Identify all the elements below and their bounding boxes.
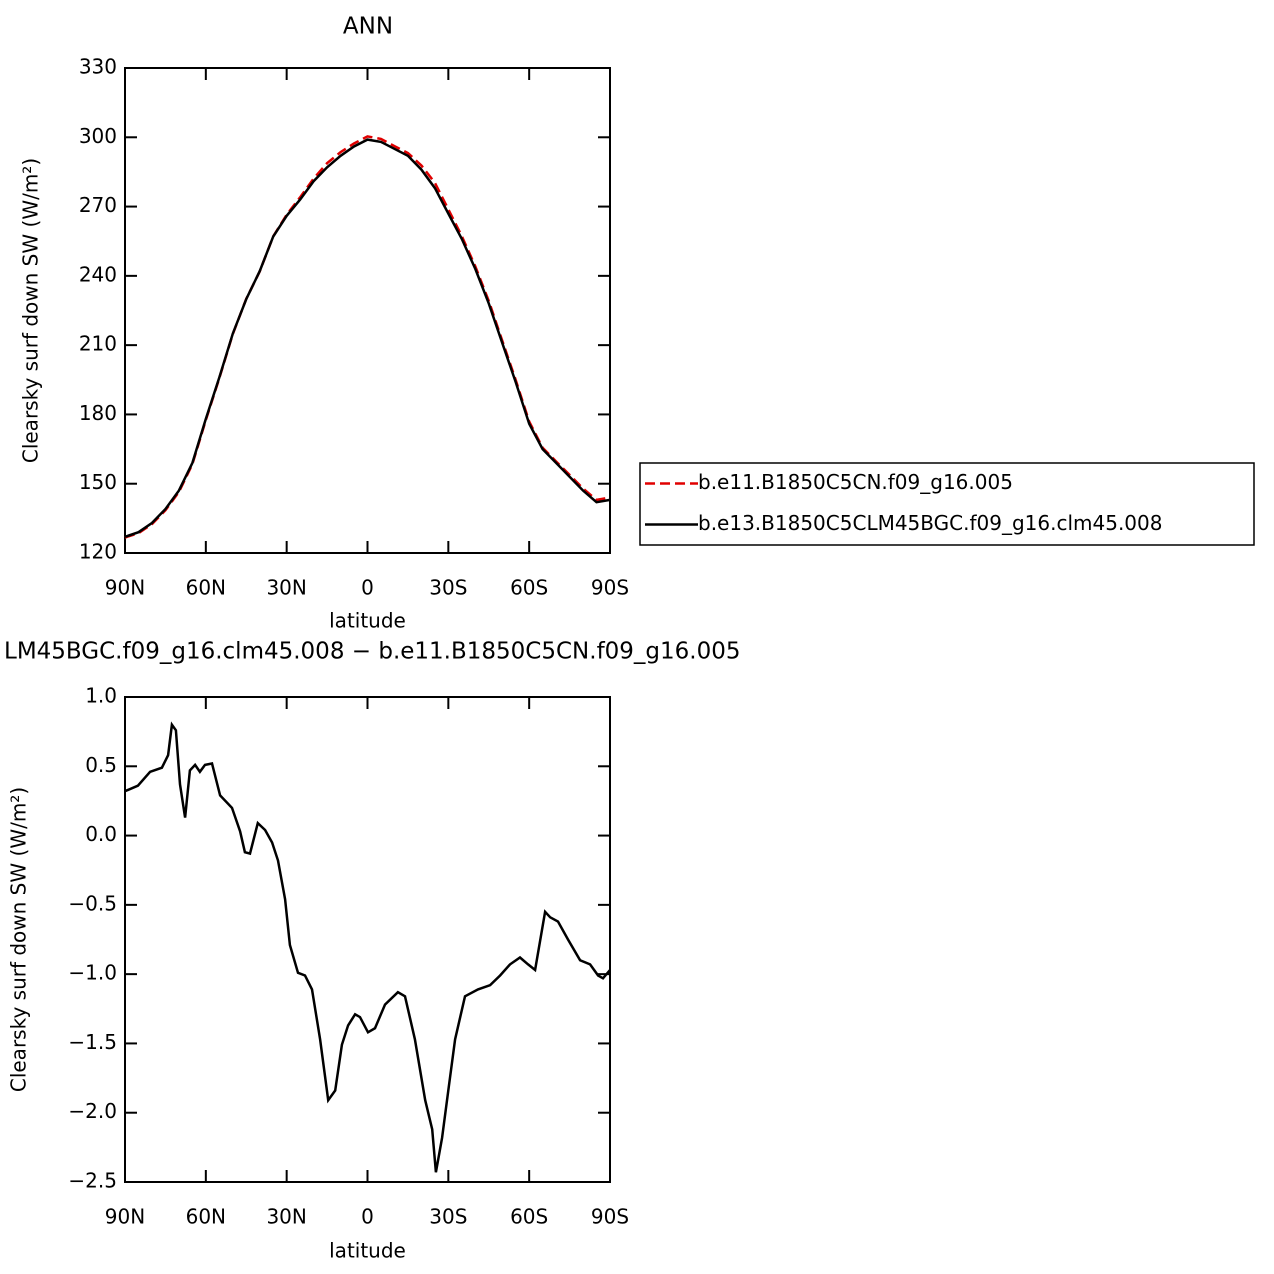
x-tick-label: 90S (591, 576, 629, 600)
x-tick-label: 90N (105, 1205, 145, 1229)
x-tick-label: 60N (186, 1205, 226, 1229)
y-tick-label: 0.0 (85, 822, 117, 846)
y-axis-label: Clearsky surf down SW (W/m²) (7, 787, 31, 1092)
chart-title: LM45BGC.f09_g16.clm45.008 − b.e11.B1850C… (4, 639, 741, 665)
y-tick-label: −2.5 (68, 1169, 117, 1193)
y-tick-label: 150 (79, 470, 117, 494)
legend-box (639, 462, 1255, 546)
y-tick-label: −2.0 (68, 1099, 117, 1123)
y-tick-label: 300 (79, 124, 117, 148)
y-tick-label: 240 (79, 262, 117, 286)
data-line (124, 138, 611, 538)
y-tick-label: 270 (79, 193, 117, 217)
x-tick-label: 60S (510, 576, 548, 600)
x-tick-label: 60N (186, 576, 226, 600)
data-line (124, 721, 611, 1173)
y-tick-label: −1.5 (68, 1030, 117, 1054)
x-tick-label: 0 (361, 576, 374, 600)
x-tick-label: 30N (266, 576, 306, 600)
chart-title: ANN (343, 14, 393, 40)
y-tick-label: 120 (79, 540, 117, 564)
y-tick-label: 330 (79, 55, 117, 79)
y-tick-label: 180 (79, 401, 117, 425)
legend-label: b.e13.B1850C5CLM45BGC.f09_g16.clm45.008 (698, 511, 1162, 535)
y-tick-label: −0.5 (68, 891, 117, 915)
y-tick-label: −1.0 (68, 961, 117, 985)
x-tick-label: 30N (266, 1205, 306, 1229)
y-axis-label: Clearsky surf down SW (W/m²) (19, 158, 43, 463)
x-axis-label: latitude (329, 1239, 406, 1263)
data-line (124, 135, 611, 539)
y-tick-label: 210 (79, 332, 117, 356)
x-axis-label: latitude (329, 609, 406, 633)
legend-label: b.e11.B1850C5CN.f09_g16.005 (698, 470, 1013, 494)
x-tick-label: 30S (429, 1205, 467, 1229)
x-tick-label: 30S (429, 576, 467, 600)
x-tick-label: 0 (361, 1205, 374, 1229)
y-tick-label: 1.0 (85, 684, 117, 708)
y-tick-label: 0.5 (85, 753, 117, 777)
x-tick-label: 60S (510, 1205, 548, 1229)
x-tick-label: 90N (105, 576, 145, 600)
x-tick-label: 90S (591, 1205, 629, 1229)
